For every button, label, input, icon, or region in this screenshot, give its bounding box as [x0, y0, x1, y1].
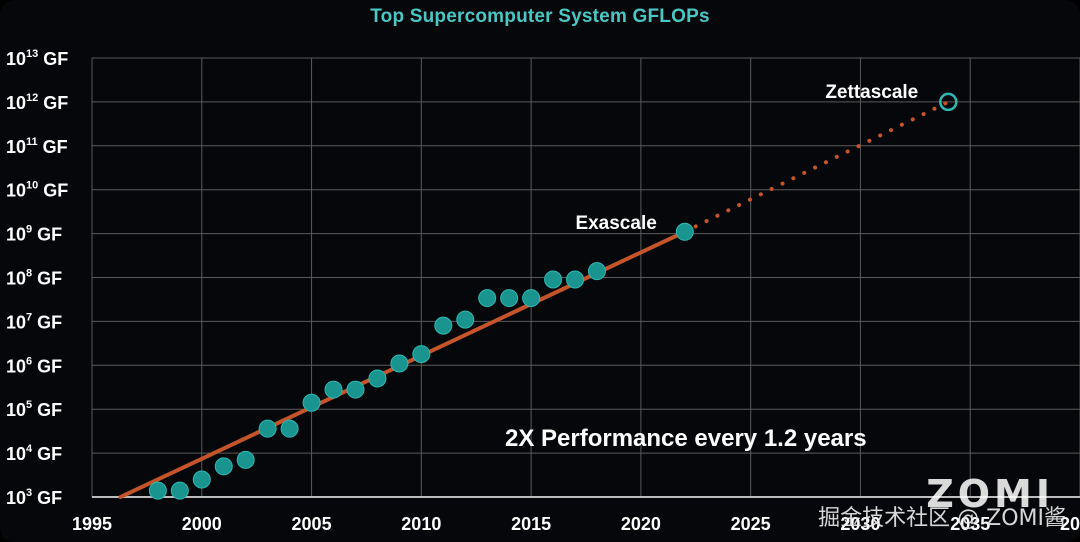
data-point	[170, 481, 189, 500]
data-point	[500, 289, 519, 308]
x-tick-label: 2005	[292, 514, 332, 534]
y-tick-label: 107 GF	[6, 311, 62, 332]
y-tick-label: 108 GF	[6, 268, 62, 289]
data-point	[675, 222, 694, 241]
data-point	[434, 316, 453, 335]
data-point	[258, 419, 277, 438]
y-tick-label: 1010 GF	[6, 180, 68, 201]
data-point	[522, 289, 541, 308]
y-tick-label: 109 GF	[6, 224, 62, 245]
data-point	[192, 470, 211, 489]
x-axis-ticks: 1995 2000 2005 2010 2015 2020 2025 2030 2035 2040	[72, 514, 1080, 534]
annotation-label: Exascale	[575, 213, 656, 234]
x-tick-label: 2000	[182, 514, 222, 534]
x-tick-label: 2010	[401, 514, 441, 534]
annotations: Exascale Zettascale	[575, 82, 918, 234]
annotation-label: Zettascale	[825, 82, 918, 103]
data-point	[324, 380, 343, 399]
chart-title: Top Supercomputer System GFLOPs	[370, 6, 710, 27]
grid-lines	[91, 57, 1080, 498]
x-tick-label: 2040	[1060, 514, 1080, 534]
data-point	[566, 270, 585, 289]
y-tick-label: 105 GF	[6, 399, 62, 420]
x-tick-label: 1995	[72, 514, 112, 534]
data-point	[412, 345, 431, 364]
x-tick-label: 2035	[950, 514, 990, 534]
performance-note: 2X Performance every 1.2 years	[505, 425, 867, 452]
x-tick-label: 2020	[621, 514, 661, 534]
x-tick-label: 2025	[731, 514, 771, 534]
y-tick-label: 106 GF	[6, 355, 62, 376]
x-tick-label: 2015	[511, 514, 551, 534]
data-point	[456, 310, 475, 329]
x-tick-label: 2030	[840, 514, 880, 534]
data-point	[148, 481, 167, 500]
data-point	[587, 262, 606, 281]
data-point	[236, 450, 255, 469]
watermark-text: 掘金技术社区 @ ZOMI酱	[818, 506, 1066, 531]
data-points	[148, 92, 958, 500]
y-tick-label: 1011 GF	[6, 136, 68, 157]
data-point	[346, 380, 365, 399]
y-tick-label: 1012 GF	[6, 92, 68, 113]
data-point	[214, 457, 233, 476]
projection-point	[939, 92, 958, 112]
data-point	[368, 369, 387, 388]
y-tick-label: 104 GF	[6, 443, 62, 464]
y-tick-label: 1013 GF	[6, 48, 68, 69]
watermark-logo: ZOMI	[926, 472, 1054, 516]
data-point	[478, 289, 497, 308]
projection-line	[682, 99, 951, 234]
data-point	[544, 270, 563, 289]
data-point	[280, 419, 299, 438]
y-axis-ticks: 1013 GF 1012 GF 1011 GF 1010 GF 109 GF 108 GF…	[6, 48, 68, 508]
data-point	[390, 354, 409, 373]
data-point	[302, 393, 321, 412]
y-tick-label: 103 GF	[6, 487, 62, 508]
